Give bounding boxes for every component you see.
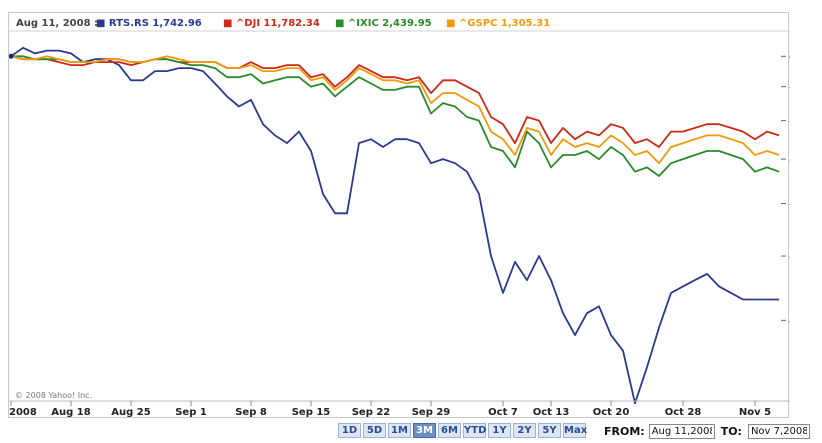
range-button-5y[interactable]: 5Y	[538, 423, 561, 438]
legend-item: ■ ^GSPC 1,305.31	[446, 18, 550, 29]
x-tick-label: 2008	[9, 407, 37, 418]
range-button-group: 1D 5D 1M 3M 6M YTD 1Y 2Y 5Y Max	[338, 423, 588, 439]
copyright-text: © 2008 Yahoo! Inc.	[15, 391, 92, 400]
x-tick-label: Oct 7	[488, 407, 518, 418]
range-button-5d[interactable]: 5D	[363, 423, 386, 438]
range-button-ytd[interactable]: YTD	[463, 423, 487, 438]
to-date-input[interactable]	[747, 423, 810, 439]
y-tick-label: -60%	[789, 316, 790, 327]
range-button-1d[interactable]: 1D	[338, 423, 361, 438]
legend-item: ■ ^DJI 11,782.34	[223, 18, 320, 29]
x-tick-label: Sep 15	[292, 407, 331, 418]
y-axis-ticks: 0% -10% -20% -30% -40% -50% -60%	[781, 52, 790, 327]
y-tick-label: -20%	[789, 117, 790, 128]
x-tick-label: Oct 20	[593, 407, 630, 418]
y-tick-label: -10%	[789, 83, 790, 94]
series-line-dji	[10, 55, 780, 148]
x-tick-label: Sep 29	[412, 407, 451, 418]
start-marker	[9, 53, 14, 59]
range-button-max[interactable]: Max	[563, 423, 588, 438]
from-label: FROM:	[604, 424, 645, 438]
series-lines	[9, 46, 780, 405]
y-tick-label: 0%	[789, 52, 790, 63]
range-button-3m[interactable]: 3M	[413, 423, 436, 438]
y-tick-label: -40%	[789, 199, 790, 210]
series-line-rtsrs	[10, 46, 779, 405]
legend-item: ■ RTS.RS 1,742.96	[96, 18, 202, 29]
x-tick-label: Sep 1	[175, 407, 207, 418]
chart-frame: Aug 11, 2008 : ■ RTS.RS 1,742.96 ■ ^DJI 11…	[8, 12, 790, 418]
x-tick-label: Aug 25	[111, 407, 150, 418]
chart-legend: Aug 11, 2008 :■ RTS.RS 1,742.96 ■ ^DJI 11…	[16, 18, 550, 29]
range-button-1y[interactable]: 1Y	[488, 423, 511, 438]
x-tick-label: Aug 18	[51, 407, 90, 418]
legend-item: ■ ^IXIC 2,439.95	[335, 18, 432, 29]
from-date-input[interactable]	[648, 423, 715, 439]
x-tick-label: Sep 8	[235, 407, 267, 418]
x-axis-ticks: 2008 Aug 18 Aug 25 Sep 1 Sep 8 Sep 15 Sep 22 Se…	[9, 400, 790, 418]
x-tick-label: Nov 5	[739, 407, 771, 418]
legend-date: Aug 11, 2008 :	[16, 18, 98, 29]
y-tick-label: -50%	[789, 252, 790, 263]
x-tick-label: Sep 22	[352, 407, 391, 418]
y-tick-label: -30%	[789, 155, 790, 166]
to-label: TO:	[720, 424, 742, 438]
range-button-6m[interactable]: 6M	[438, 423, 461, 438]
x-tick-label: Oct 13	[533, 407, 570, 418]
series-line-gspc	[10, 55, 780, 165]
range-button-2y[interactable]: 2Y	[513, 423, 536, 438]
line-chart: Aug 11, 2008 :■ RTS.RS 1,742.96 ■ ^DJI 11…	[9, 18, 790, 418]
range-button-1m[interactable]: 1M	[388, 423, 411, 438]
x-tick-label: Oct 28	[665, 407, 702, 418]
date-range-controls: FROM: TO:	[604, 422, 810, 440]
